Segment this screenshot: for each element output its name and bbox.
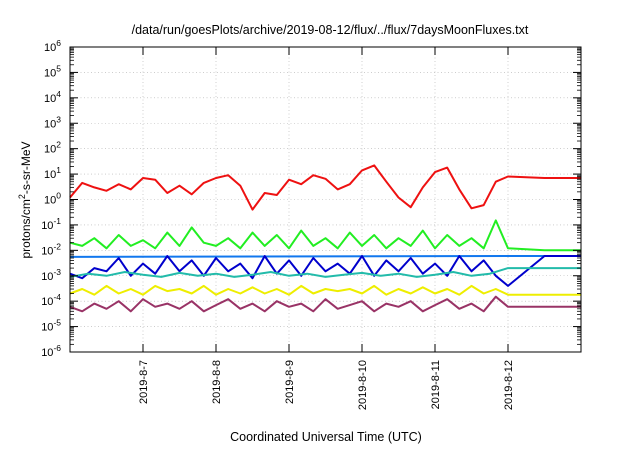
y-tick-label: 102: [44, 140, 61, 156]
y-tick-base: 10: [44, 144, 56, 156]
y-tick-label: 10-2: [41, 241, 61, 257]
y-tick-label: 100: [44, 191, 61, 207]
y-tick-base: 10: [44, 67, 56, 79]
chart-title: /data/run/goesPlots/archive/2019-08-12/f…: [132, 23, 529, 37]
series-line-5: [69, 284, 581, 296]
y-tick-label: 104: [44, 89, 61, 105]
y-tick-base: 10: [44, 195, 56, 207]
y-tick-exp: -5: [53, 318, 61, 328]
y-tick-label: 101: [44, 165, 61, 181]
x-axis-label: Coordinated Universal Time (UTC): [230, 430, 422, 444]
series-lines: [69, 164, 581, 313]
x-tick-label: 2019-8-11: [430, 360, 442, 409]
y-tick-label: 10-5: [41, 318, 61, 334]
y-tick-label: 10-3: [41, 267, 61, 283]
y-axis-label-sup: 2: [17, 194, 27, 199]
y-tick-exp: -3: [53, 267, 61, 277]
y-tick-label: 106: [44, 38, 61, 54]
x-tick-label: 2019-8-7: [138, 360, 150, 404]
y-axis-label-base: protons/cm: [19, 199, 33, 258]
svg-text:protons/cm2-s-sr-MeV: protons/cm2-s-sr-MeV: [17, 141, 33, 258]
x-tick-label: 2019-8-12: [503, 360, 515, 410]
y-tick-base: 10: [41, 322, 53, 334]
y-tick-exp: 1: [56, 165, 61, 175]
y-tick-base: 10: [41, 245, 53, 257]
series-line-0: [69, 164, 581, 211]
series-line-4: [69, 267, 581, 278]
y-tick-exp: -2: [53, 241, 61, 251]
y-tick-label: 105: [44, 63, 61, 79]
series-line-1: [69, 219, 581, 252]
y-tick-base: 10: [44, 93, 56, 105]
series-line-3: [69, 255, 581, 287]
y-axis-label: protons/cm2-s-sr-MeV: [17, 141, 33, 258]
y-tick-base: 10: [44, 42, 56, 54]
axis-ticks: 10610510410310210110010-110-210-310-410-…: [41, 38, 581, 410]
y-tick-exp: 0: [56, 191, 61, 201]
y-tick-base: 10: [41, 296, 53, 308]
y-tick-label: 103: [44, 114, 61, 130]
y-tick-base: 10: [41, 271, 53, 283]
x-tick-label: 2019-8-10: [357, 360, 369, 410]
y-tick-exp: 2: [56, 140, 61, 150]
y-tick-exp: 4: [56, 89, 61, 99]
x-tick-label: 2019-8-8: [211, 360, 223, 404]
y-tick-label: 10-4: [41, 292, 61, 308]
series-line-2: [69, 255, 581, 258]
x-tick-label: 2019-8-9: [284, 360, 296, 404]
y-tick-label: 10-6: [41, 343, 61, 359]
y-tick-base: 10: [41, 220, 53, 232]
y-tick-base: 10: [41, 347, 53, 359]
y-tick-base: 10: [44, 169, 56, 181]
y-tick-exp: -4: [53, 292, 61, 302]
y-tick-base: 10: [44, 118, 56, 130]
y-tick-exp: -6: [53, 343, 61, 353]
series-line-6: [69, 295, 581, 313]
y-tick-label: 10-1: [41, 216, 61, 232]
y-tick-exp: 6: [56, 38, 61, 48]
grid-lines: [70, 47, 581, 352]
y-tick-exp: -1: [53, 216, 61, 226]
y-axis-label-rest: -s-sr-MeV: [19, 141, 33, 194]
y-tick-exp: 3: [56, 114, 61, 124]
y-tick-exp: 5: [56, 63, 61, 73]
